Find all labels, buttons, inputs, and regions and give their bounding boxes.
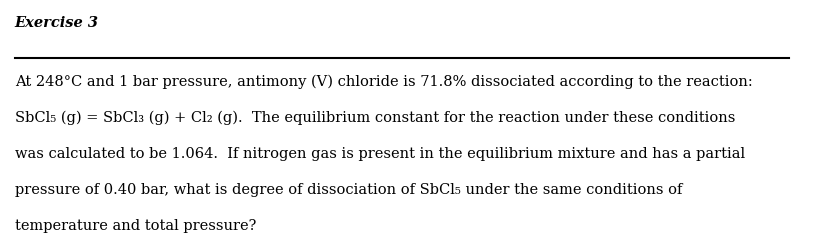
Text: temperature and total pressure?: temperature and total pressure? — [15, 219, 256, 233]
Text: was calculated to be 1.064.  If nitrogen gas is present in the equilibrium mixtu: was calculated to be 1.064. If nitrogen … — [15, 147, 745, 161]
Text: pressure of 0.40 bar, what is degree of dissociation of SbCl₅ under the same con: pressure of 0.40 bar, what is degree of … — [15, 183, 682, 197]
Text: Exercise 3: Exercise 3 — [15, 16, 99, 30]
Text: At 248°C and 1 bar pressure, antimony (V) chloride is 71.8% dissociated accordin: At 248°C and 1 bar pressure, antimony (V… — [15, 75, 753, 89]
Text: SbCl₅ (g) = SbCl₃ (g) + Cl₂ (g).  The equilibrium constant for the reaction unde: SbCl₅ (g) = SbCl₃ (g) + Cl₂ (g). The equ… — [15, 111, 735, 125]
